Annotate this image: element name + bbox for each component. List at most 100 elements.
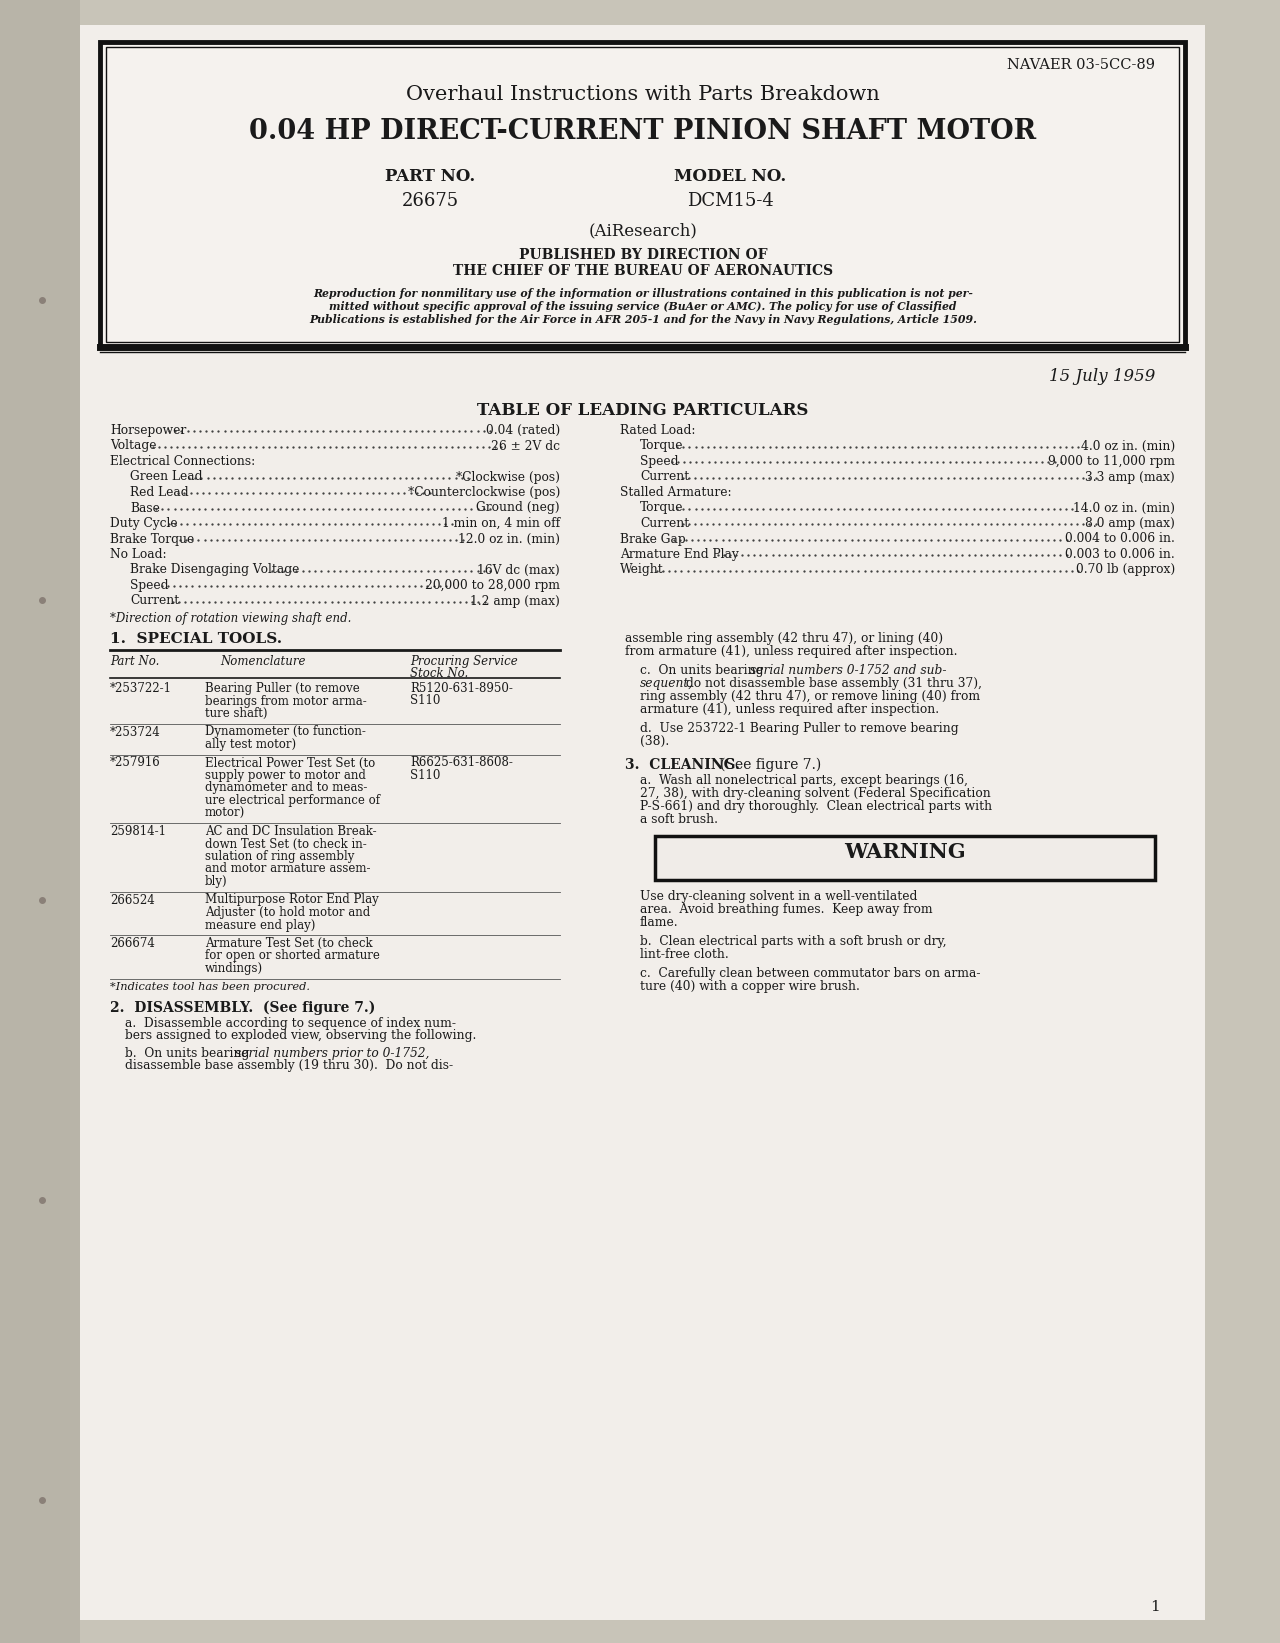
Text: Speed: Speed bbox=[131, 578, 169, 591]
Text: bly): bly) bbox=[205, 876, 228, 887]
Text: *Direction of rotation viewing shaft end.: *Direction of rotation viewing shaft end… bbox=[110, 611, 352, 624]
Text: R5120-631-8950-: R5120-631-8950- bbox=[410, 682, 513, 695]
Text: R6625-631-8608-: R6625-631-8608- bbox=[410, 756, 513, 769]
Text: 20,000 to 28,000 rpm: 20,000 to 28,000 rpm bbox=[425, 578, 561, 591]
Text: 15 July 1959: 15 July 1959 bbox=[1048, 368, 1155, 384]
Text: (AiResearch): (AiResearch) bbox=[589, 222, 698, 238]
Text: supply power to motor and: supply power to motor and bbox=[205, 769, 366, 782]
Text: ally test motor): ally test motor) bbox=[205, 738, 296, 751]
Text: Armature End Play: Armature End Play bbox=[620, 549, 739, 560]
Text: ture (40) with a copper wire brush.: ture (40) with a copper wire brush. bbox=[640, 979, 860, 992]
Text: 2.  DISASSEMBLY.  (See figure 7.): 2. DISASSEMBLY. (See figure 7.) bbox=[110, 1001, 375, 1015]
Text: 0.04 (rated): 0.04 (rated) bbox=[485, 424, 561, 437]
Text: Current: Current bbox=[131, 595, 179, 608]
Text: No Load:: No Load: bbox=[110, 549, 166, 560]
Text: Brake Disengaging Voltage: Brake Disengaging Voltage bbox=[131, 564, 300, 577]
Text: WARNING: WARNING bbox=[845, 841, 966, 863]
Text: S110: S110 bbox=[410, 695, 440, 708]
Text: *Indicates tool has been procured.: *Indicates tool has been procured. bbox=[110, 983, 310, 992]
Text: *257916: *257916 bbox=[110, 756, 161, 769]
Text: Publications is established for the Air Force in AFR 205-1 and for the Navy in N: Publications is established for the Air … bbox=[308, 314, 977, 325]
Text: a.  Wash all nonelectrical parts, except bearings (16,: a. Wash all nonelectrical parts, except … bbox=[640, 774, 968, 787]
Text: a.  Disassemble according to sequence of index num-: a. Disassemble according to sequence of … bbox=[125, 1017, 456, 1030]
Text: measure end play): measure end play) bbox=[205, 918, 315, 932]
Text: THE CHIEF OF THE BUREAU OF AERONAUTICS: THE CHIEF OF THE BUREAU OF AERONAUTICS bbox=[453, 265, 833, 278]
Text: down Test Set (to check in-: down Test Set (to check in- bbox=[205, 838, 367, 851]
Text: Stalled Armature:: Stalled Armature: bbox=[620, 486, 732, 499]
Text: a soft brush.: a soft brush. bbox=[640, 813, 718, 826]
Text: 4.0 oz in. (min): 4.0 oz in. (min) bbox=[1080, 439, 1175, 452]
Text: S110: S110 bbox=[410, 769, 440, 782]
Text: Electrical Power Test Set (to: Electrical Power Test Set (to bbox=[205, 756, 375, 769]
Text: Weight: Weight bbox=[620, 564, 664, 577]
Text: 1.  SPECIAL TOOLS.: 1. SPECIAL TOOLS. bbox=[110, 633, 282, 646]
Text: Torque: Torque bbox=[640, 439, 684, 452]
Text: Voltage: Voltage bbox=[110, 439, 156, 452]
Text: motor): motor) bbox=[205, 807, 246, 820]
Bar bbox=[100, 43, 1185, 347]
Text: bearings from motor arma-: bearings from motor arma- bbox=[205, 695, 367, 708]
Text: armature (41), unless required after inspection.: armature (41), unless required after ins… bbox=[640, 703, 940, 716]
Bar bbox=[0, 0, 79, 1643]
Text: 1.2 amp (max): 1.2 amp (max) bbox=[470, 595, 561, 608]
Text: 12.0 oz in. (min): 12.0 oz in. (min) bbox=[458, 532, 561, 545]
Text: 26675: 26675 bbox=[402, 192, 458, 210]
Text: *Clockwise (pos): *Clockwise (pos) bbox=[456, 470, 561, 483]
Text: d.  Use 253722-1 Bearing Puller to remove bearing: d. Use 253722-1 Bearing Puller to remove… bbox=[640, 721, 959, 734]
Text: AC and DC Insulation Break-: AC and DC Insulation Break- bbox=[205, 825, 376, 838]
Text: b.  Clean electrical parts with a soft brush or dry,: b. Clean electrical parts with a soft br… bbox=[640, 935, 947, 948]
Text: assemble ring assembly (42 thru 47), or lining (40): assemble ring assembly (42 thru 47), or … bbox=[625, 633, 943, 646]
Text: NAVAER 03-5CC-89: NAVAER 03-5CC-89 bbox=[1007, 58, 1155, 72]
Text: sequent,: sequent, bbox=[640, 677, 694, 690]
Text: Green Lead: Green Lead bbox=[131, 470, 202, 483]
Text: 0.004 to 0.006 in.: 0.004 to 0.006 in. bbox=[1065, 532, 1175, 545]
Text: Multipurpose Rotor End Play: Multipurpose Rotor End Play bbox=[205, 894, 379, 907]
Text: 9,000 to 11,000 rpm: 9,000 to 11,000 rpm bbox=[1048, 455, 1175, 468]
Text: Duty Cycle: Duty Cycle bbox=[110, 518, 178, 531]
Text: Brake Torque: Brake Torque bbox=[110, 532, 195, 545]
Text: and motor armature assem-: and motor armature assem- bbox=[205, 863, 370, 876]
Text: Use dry-cleaning solvent in a well-ventilated: Use dry-cleaning solvent in a well-venti… bbox=[640, 891, 918, 904]
Text: Rated Load:: Rated Load: bbox=[620, 424, 695, 437]
Text: TABLE OF LEADING PARTICULARS: TABLE OF LEADING PARTICULARS bbox=[477, 403, 809, 419]
Text: 0.70 lb (approx): 0.70 lb (approx) bbox=[1075, 564, 1175, 577]
Text: Brake Gap: Brake Gap bbox=[620, 532, 686, 545]
Text: PART NO.: PART NO. bbox=[385, 168, 475, 186]
Text: *253724: *253724 bbox=[110, 726, 161, 738]
Text: Armature Test Set (to check: Armature Test Set (to check bbox=[205, 937, 372, 950]
Text: Overhaul Instructions with Parts Breakdown: Overhaul Instructions with Parts Breakdo… bbox=[406, 85, 879, 104]
Text: Nomenclature: Nomenclature bbox=[220, 656, 306, 669]
Text: (See figure 7.): (See figure 7.) bbox=[719, 757, 822, 772]
Bar bbox=[655, 836, 1155, 881]
Text: 1: 1 bbox=[1151, 1600, 1160, 1613]
Text: bers assigned to exploded view, observing the following.: bers assigned to exploded view, observin… bbox=[125, 1030, 476, 1043]
Text: Dynamometer (to function-: Dynamometer (to function- bbox=[205, 726, 366, 738]
Text: Torque: Torque bbox=[640, 501, 684, 514]
Bar bbox=[79, 25, 1204, 1620]
Text: Horsepower: Horsepower bbox=[110, 424, 187, 437]
Text: 14.0 oz in. (min): 14.0 oz in. (min) bbox=[1073, 501, 1175, 514]
Text: Ground (neg): Ground (neg) bbox=[476, 501, 561, 514]
Text: c.  On units bearing: c. On units bearing bbox=[640, 664, 768, 677]
Text: 266674: 266674 bbox=[110, 937, 155, 950]
Text: 16V dc (max): 16V dc (max) bbox=[477, 564, 561, 577]
Text: b.  On units bearing: b. On units bearing bbox=[125, 1047, 253, 1060]
Text: 8.0 amp (max): 8.0 amp (max) bbox=[1085, 518, 1175, 531]
Text: 26 ± 2V dc: 26 ± 2V dc bbox=[492, 439, 561, 452]
Text: Procuring Service: Procuring Service bbox=[410, 656, 517, 669]
Text: Adjuster (to hold motor and: Adjuster (to hold motor and bbox=[205, 905, 370, 918]
Text: for open or shorted armature: for open or shorted armature bbox=[205, 950, 380, 963]
Text: dynamometer and to meas-: dynamometer and to meas- bbox=[205, 782, 367, 795]
Text: 27, 38), with dry-cleaning solvent (Federal Specification: 27, 38), with dry-cleaning solvent (Fede… bbox=[640, 787, 991, 800]
Text: ure electrical performance of: ure electrical performance of bbox=[205, 794, 380, 807]
Text: Speed: Speed bbox=[640, 455, 678, 468]
Text: 3.  CLEANING.: 3. CLEANING. bbox=[625, 757, 740, 772]
Text: serial numbers 0-1752 and sub-: serial numbers 0-1752 and sub- bbox=[750, 664, 947, 677]
Text: Bearing Puller (to remove: Bearing Puller (to remove bbox=[205, 682, 360, 695]
Text: lint-free cloth.: lint-free cloth. bbox=[640, 948, 728, 961]
Text: 3.3 amp (max): 3.3 amp (max) bbox=[1085, 470, 1175, 483]
Text: (38).: (38). bbox=[640, 734, 669, 748]
Text: Red Lead: Red Lead bbox=[131, 486, 188, 499]
Text: mitted without specific approval of the issuing service (BuAer or AMC). The poli: mitted without specific approval of the … bbox=[329, 301, 956, 312]
Text: disassemble base assembly (19 thru 30).  Do not dis-: disassemble base assembly (19 thru 30). … bbox=[125, 1060, 453, 1073]
